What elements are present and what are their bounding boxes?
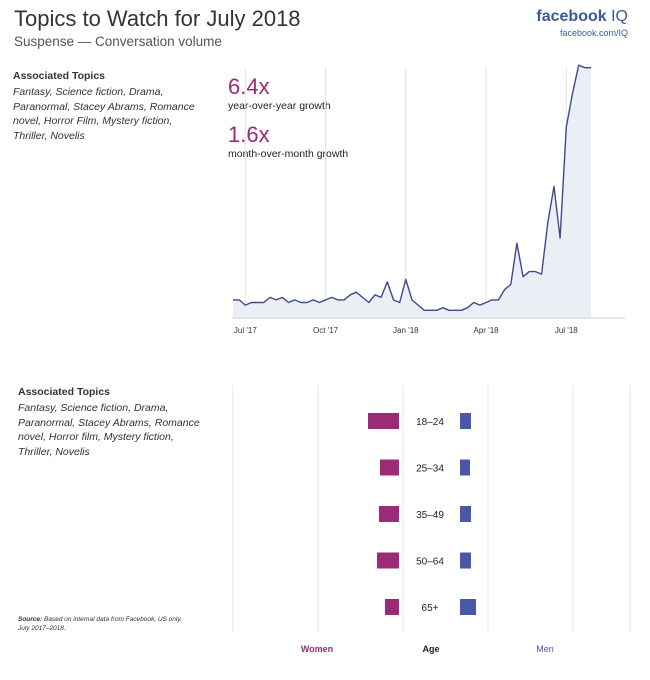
age-category-label: 50–64: [416, 557, 444, 568]
x-tick-label: Oct '17: [313, 326, 339, 335]
page-subtitle: Suspense — Conversation volume: [14, 34, 222, 49]
bar-chart-gridlines: [232, 385, 631, 633]
men-bar: [460, 459, 470, 476]
mom-value: 1.6x: [228, 122, 270, 147]
women-bar: [385, 599, 399, 615]
x-tick-label: Jul '18: [555, 326, 578, 335]
source-note: Source: Based on internal data from Face…: [18, 615, 188, 633]
yoy-metric: 6.4x year-over-year growth: [228, 74, 331, 112]
age-category-label: 35–49: [416, 510, 444, 521]
women-bar: [380, 459, 399, 476]
age-category-label: 25–34: [416, 464, 444, 475]
legend-men: Men: [536, 644, 554, 654]
mom-label: month-over-month growth: [228, 148, 349, 160]
volume-line: [233, 64, 591, 311]
associated-topics-heading: Associated Topics: [13, 70, 105, 82]
bar-chart-marks: 18–24 25–34 35–49 50–64 65+: [368, 413, 476, 615]
yoy-value: 6.4x: [228, 74, 270, 99]
volume-line-chart: Jul '17 Oct '17 Jan '18 Apr '18 Jul '18: [232, 64, 625, 335]
associated-topics-list: Fantasy, Science fiction, Drama, Paranor…: [13, 86, 195, 142]
source-label: Source:: [18, 616, 43, 623]
bar-chart-legend: Women Age Men: [301, 644, 554, 654]
source-text: Based on internal data from Facebook, US…: [18, 616, 182, 632]
x-tick-label: Jan '18: [393, 326, 419, 335]
brand-suffix: IQ: [611, 8, 628, 25]
line-chart-x-ticks: Jul '17 Oct '17 Jan '18 Apr '18 Jul '18: [234, 326, 578, 335]
age-category-label: 18–24: [416, 417, 444, 428]
men-bar: [460, 599, 476, 615]
associated-topics-bottom: Associated Topics Fantasy, Science ficti…: [18, 386, 203, 459]
yoy-label: year-over-year growth: [228, 100, 331, 112]
brand-url[interactable]: facebook.com/IQ: [559, 28, 628, 38]
women-bar: [377, 552, 399, 569]
associated-topics-top: Associated Topics Fantasy, Science ficti…: [13, 70, 198, 143]
age-gender-bar-chart: 18–24 25–34 35–49 50–64 65+ Women Age Men: [232, 385, 631, 654]
x-tick-label: Apr '18: [474, 326, 500, 335]
mom-metric: 1.6x month-over-month growth: [228, 122, 348, 160]
brand-block: facebook IQ facebook.com/IQ: [536, 8, 628, 38]
women-bar: [379, 506, 399, 522]
men-bar: [460, 506, 471, 522]
associated-topics-heading-2: Associated Topics: [18, 386, 110, 398]
page-title: Topics to Watch for July 2018: [14, 6, 301, 31]
legend-women: Women: [301, 644, 333, 654]
brand-name: facebook: [536, 8, 607, 25]
women-bar: [368, 413, 399, 429]
volume-area: [233, 65, 591, 318]
x-tick-label: Jul '17: [234, 326, 257, 335]
men-bar: [460, 413, 471, 429]
age-category-label: 65+: [422, 603, 439, 614]
associated-topics-list-2: Fantasy, Science fiction, Drama, Paranor…: [18, 402, 200, 458]
men-bar: [460, 552, 471, 569]
facebook-iq-logo: facebook IQ: [536, 8, 628, 26]
legend-age: Age: [422, 644, 439, 654]
